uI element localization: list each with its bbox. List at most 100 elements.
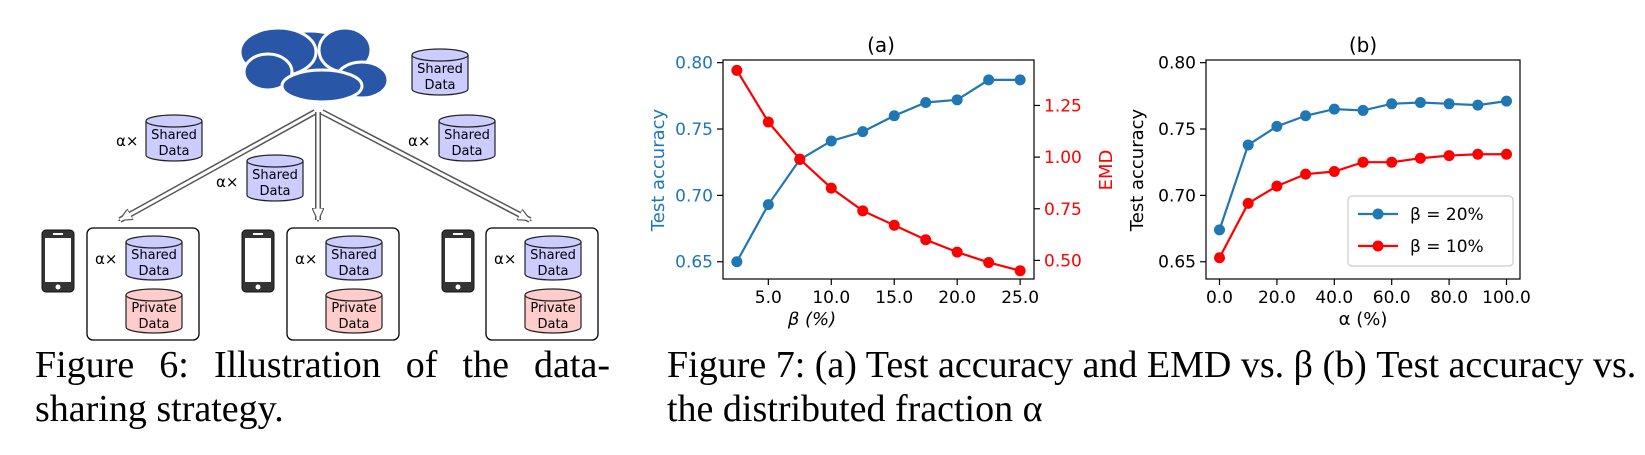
chart-b-series-2-point [1501, 148, 1513, 160]
arrow2-shared-data-cylinder-label-line2: Data [259, 184, 290, 199]
chart-a-y2tick-label: 1.25 [1044, 96, 1082, 116]
chart-a-series-1-point [731, 256, 743, 268]
client-2-private-data-cylinder-label-line2: Data [338, 317, 369, 332]
chart-b-ytick-label: 0.80 [1158, 54, 1196, 74]
arrow2-alpha-label: α× [216, 173, 238, 191]
client-3-shared-data-cylinder-label-line2: Data [537, 264, 568, 279]
chart-b-xlabel: α (%) [1339, 309, 1388, 330]
client-2-shared-data-cylinder-label-line2: Data [338, 264, 369, 279]
chart-b-series-1-point [1501, 95, 1513, 107]
chart-a-y2tick-label: 1.00 [1044, 148, 1082, 168]
chart-b-series-2-point [1443, 150, 1455, 162]
chart-a-xtick-label: 5.0 [755, 288, 782, 308]
chart-b-series-2-point [1386, 156, 1398, 168]
chart-b-series-1-point [1472, 99, 1484, 111]
legend-marker-1 [1372, 208, 1384, 220]
chart-b-legend: β = 20% β = 10% [1347, 195, 1514, 267]
chart-b-series-1-point [1213, 224, 1225, 236]
chart-b-xtick-label: 60.0 [1373, 288, 1411, 308]
client-3-private-data-cylinder-label-line1: Private [530, 301, 575, 316]
chart-a-series-2-point [857, 205, 869, 217]
chart-a-series-1-point [951, 94, 963, 106]
chart-a-series-1-point [920, 96, 932, 108]
cloud-icon [238, 26, 390, 104]
chart-b-ytick-label: 0.70 [1158, 186, 1196, 206]
chart-b-series-1-point [1414, 96, 1426, 108]
client-3-alpha-label: α× [494, 250, 516, 268]
chart-b-series-1-point [1357, 104, 1369, 116]
chart-a-series-1-point [1014, 74, 1026, 86]
chart-a-xtick-label: 20.0 [938, 288, 976, 308]
chart-b-title: (b) [1349, 33, 1377, 57]
chart-a-series-2-line [735, 69, 1021, 272]
chart-b-ytick-label: 0.65 [1158, 253, 1196, 273]
client-3-private-data-cylinder-label-line2: Data [537, 317, 568, 332]
arrow3-alpha-label: α× [408, 132, 430, 150]
chart-b-xtick-label: 80.0 [1430, 288, 1468, 308]
chart-b-series-1-point [1328, 103, 1340, 115]
client-1-alpha-label: α× [95, 250, 117, 268]
chart-b-xtick-label: 40.0 [1315, 288, 1353, 308]
client-1-shared-data-cylinder-label-line2: Data [138, 264, 169, 279]
chart-a-xtick-label: 25.0 [1001, 288, 1039, 308]
smartphone-icon [41, 229, 75, 293]
chart-a-ylabel: Test accuracy [648, 108, 669, 232]
chart-a-series-2-point [762, 116, 774, 128]
arrow3-shared-data-cylinder-label-line1: Shared [444, 128, 490, 143]
chart-b-series-2-point [1271, 180, 1283, 192]
client-1-private-data-cylinder-label-line2: Data [138, 317, 169, 332]
legend-marker-2 [1372, 240, 1384, 252]
client-3-shared-data-cylinder-label-line1: Shared [530, 248, 576, 263]
cloud-shared-data-cylinder-label-line1: Shared [417, 62, 463, 77]
chart-a-series-2-point [794, 153, 806, 165]
chart-a-y2label: EMD [1096, 150, 1117, 191]
chart-b-series-2-point [1213, 252, 1225, 264]
chart-b: (b) α (%) Test accuracy β = 20% β = 10% 0… [1127, 33, 1531, 330]
chart-a-series-2-point [825, 182, 837, 194]
chart-a-series-2-point [731, 64, 743, 76]
chart-b-xtick-label: 100.0 [1482, 288, 1531, 308]
chart-a-series-1-point [857, 126, 869, 138]
arrow2-shared-data-cylinder-label-line1: Shared [252, 168, 298, 183]
figure-6-caption: Figure 6: Illustration of the data-shari… [35, 344, 610, 430]
chart-b-series-1-point [1271, 120, 1283, 132]
chart-a: (a) β (%) Test accuracy EMD 5.0 10.0 15.0 2… [648, 33, 1117, 330]
legend-label-1: β = 20% [1410, 205, 1484, 225]
chart-a-series-2-point [1014, 265, 1026, 277]
data-sharing-diagram: SharedDataSharedDataα×SharedDataα×Shared… [41, 26, 599, 341]
chart-a-y2tick-label: 0.50 [1044, 251, 1082, 271]
chart-b-ylabel: Test accuracy [1127, 108, 1148, 232]
arrow1-shared-data-cylinder-label-line2: Data [158, 144, 189, 159]
arrow1-alpha-label: α× [116, 132, 138, 150]
smartphone-icon [241, 229, 275, 293]
chart-a-series-1-point [888, 110, 900, 122]
chart-b-series-2-point [1414, 152, 1426, 164]
chart-b-xtick-label: 0.0 [1206, 288, 1233, 308]
chart-b-frame [1205, 59, 1521, 280]
chart-a-ytick-label: 0.65 [675, 253, 713, 273]
chart-a-series-2-point [983, 256, 995, 268]
chart-a-series-2-point [951, 246, 963, 258]
chart-b-series-2-point [1300, 168, 1312, 180]
chart-b-ytick-label: 0.75 [1158, 120, 1196, 140]
chart-a-series-1-point [825, 135, 837, 147]
chart-b-series-1-point [1386, 98, 1398, 110]
legend-label-2: β = 10% [1410, 237, 1484, 257]
cloud-shared-data-cylinder-label-line2: Data [424, 78, 455, 93]
chart-b-series-1-point [1300, 110, 1312, 122]
chart-b-series-2-point [1328, 165, 1340, 177]
chart-a-title: (a) [867, 33, 895, 57]
smartphone-icon [441, 229, 475, 293]
chart-a-xtick-label: 10.0 [812, 288, 850, 308]
chart-b-series-2-point [1242, 197, 1254, 209]
